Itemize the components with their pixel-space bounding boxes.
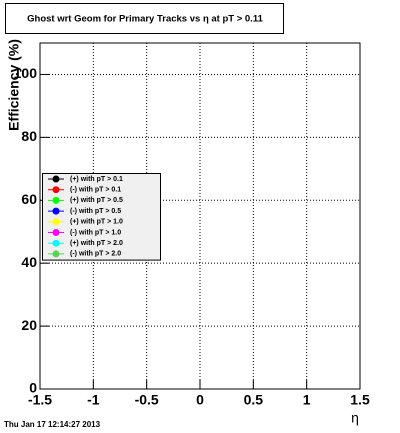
y-tick-label: 100 [14, 65, 38, 81]
legend-label: (+) with pT > 0.5 [70, 197, 123, 204]
legend-marker [52, 229, 60, 236]
x-tick-label: 0.5 [244, 392, 264, 408]
legend-marker [52, 250, 60, 258]
legend-marker [52, 196, 60, 204]
legend-label: (+) with pT > 1.0 [70, 219, 123, 226]
legend-label: (-) with pT > 2.0 [70, 251, 121, 258]
legend-marker [52, 207, 60, 215]
legend-label: (-) with pT > 0.1 [70, 187, 121, 194]
x-tick-label: -0.5 [135, 392, 159, 408]
y-tick-label: 40 [21, 254, 37, 270]
legend-label: (-) with pT > 0.5 [70, 208, 121, 215]
x-tick-label: 1.5 [350, 392, 370, 408]
x-tick-label: 1 [303, 392, 311, 408]
y-axis-label: Efficiency (%) [6, 39, 22, 131]
legend-label: (-) with pT > 1.0 [70, 229, 121, 236]
title-box [5, 3, 284, 34]
timestamp: Thu Jan 17 12:14:27 2013 [4, 420, 101, 429]
x-tick-label: -1 [87, 392, 100, 408]
legend-label: (+) with pT > 0.1 [70, 176, 123, 183]
legend-marker [52, 186, 60, 194]
chart-title: Ghost wrt Geom for Primary Tracks vs η a… [27, 14, 263, 25]
y-tick-label: 80 [21, 128, 37, 144]
y-tick-label: 60 [21, 191, 37, 207]
legend-marker [52, 175, 60, 183]
x-tick-label: 0 [196, 392, 204, 408]
legend-marker [52, 218, 60, 226]
y-tick-label: 0 [29, 380, 37, 396]
legend-label: (+) with pT > 2.0 [70, 240, 123, 247]
x-tick-label: -1.5 [28, 392, 52, 408]
x-axis-label: η [351, 410, 359, 426]
legend-box [42, 173, 161, 261]
legend-marker [52, 239, 60, 247]
y-tick-label: 20 [21, 317, 37, 333]
